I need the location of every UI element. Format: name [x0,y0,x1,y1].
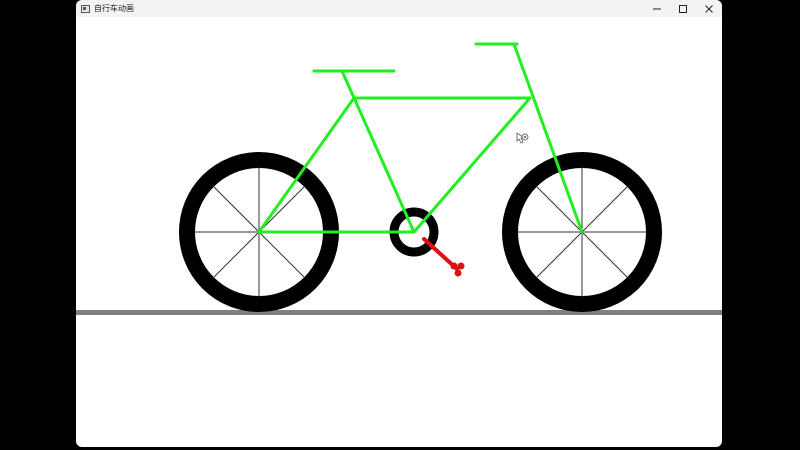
minimize-button[interactable] [644,0,670,17]
seatstay [257,96,356,234]
drawing-canvas [76,42,722,315]
maximize-icon [679,4,687,13]
down-tube [412,96,532,234]
bicycle-frame [257,42,584,234]
close-button[interactable] [696,0,722,17]
move-cursor-icon [516,132,529,144]
app-window: 自行车动画 [76,0,722,447]
close-icon [705,4,713,13]
fork [512,42,584,234]
window-title: 自行车动画 [94,4,134,13]
app-window-icon [81,4,90,13]
minimize-icon [653,8,661,9]
pedal [450,262,465,277]
maximize-button[interactable] [670,0,696,17]
window-controls [644,0,722,17]
crank-arm [422,237,465,277]
front-tire [502,152,662,312]
seat-tube [340,69,416,234]
ground-line [76,310,722,315]
title-bar[interactable]: 自行车动画 [76,0,722,17]
